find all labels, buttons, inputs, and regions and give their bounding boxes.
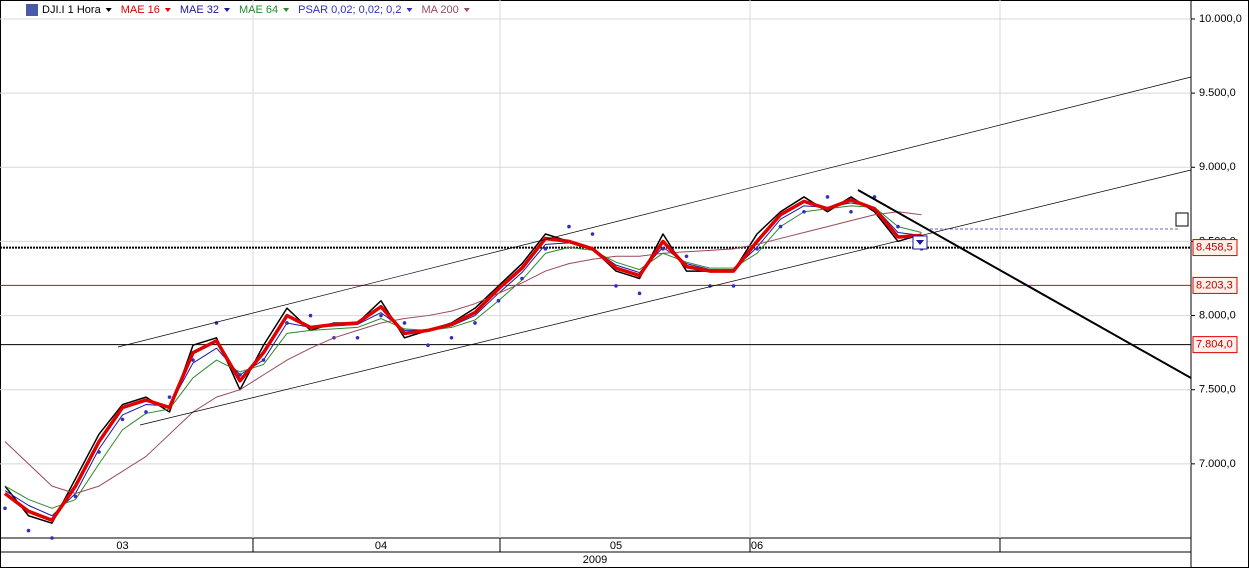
x-tick-label: 04 — [375, 540, 387, 552]
psar-dot — [684, 254, 689, 259]
psar-dot — [144, 410, 148, 414]
psar-dot — [496, 298, 501, 303]
psar-dot — [402, 321, 407, 325]
psar-dot — [473, 321, 477, 325]
psar-dot — [755, 247, 759, 251]
tool-icon[interactable] — [1175, 212, 1189, 227]
legend-item[interactable]: PSAR 0,02; 0,02; 0,2 — [298, 4, 401, 16]
psar-dot — [167, 395, 172, 399]
legend-dropdown[interactable] — [223, 8, 230, 12]
legend: DJI.I 1 Hora MAE 16 MAE 32 MAE 64 PSAR 0,02;… — [42, 4, 470, 16]
marks — [0, 195, 1191, 540]
legend-dropdown[interactable] — [283, 8, 290, 12]
legend-item[interactable]: MAE 32 — [180, 4, 219, 16]
y-tick-label: 7.000,0 — [1199, 458, 1236, 470]
y-tick-label: 10.000,0 — [1199, 13, 1242, 25]
psar-dot — [120, 417, 125, 422]
psar-dot — [308, 313, 313, 318]
legend-item[interactable]: DJI.I 1 Hora — [42, 4, 102, 16]
psar-dot — [50, 536, 54, 540]
psar-dot — [637, 291, 642, 296]
psar-dot — [73, 494, 78, 499]
legend-dropdown[interactable] — [406, 8, 413, 12]
trend-line — [857, 189, 1192, 379]
y-tick-label: 9.500,0 — [1199, 87, 1236, 99]
trend-line — [139, 169, 1192, 426]
psar-dot — [778, 224, 783, 229]
psar-dot — [449, 336, 454, 340]
psar-dot — [261, 358, 266, 362]
level-label: 8.203,3 — [1196, 279, 1233, 291]
y-tick-label: 9.000,0 — [1199, 161, 1236, 173]
psar-dot — [567, 224, 571, 229]
grid — [0, 0, 1191, 538]
legend-item[interactable]: MAE 64 — [239, 4, 278, 16]
psar-dot — [661, 247, 665, 251]
legend-dropdown[interactable] — [164, 8, 171, 12]
legend-item[interactable]: MA 200 — [421, 4, 458, 16]
psar-dot — [849, 209, 853, 214]
psar-dot — [543, 247, 548, 251]
series-line — [3, 198, 922, 522]
psar-dot — [802, 209, 806, 214]
level-box — [1192, 276, 1238, 294]
year-label: 2009 — [583, 554, 607, 566]
psar-dot — [3, 506, 7, 511]
psar-dot — [26, 528, 31, 533]
order-icon-arrow — [916, 240, 924, 245]
legend-item[interactable]: MAE 16 — [121, 4, 160, 16]
legend-dropdown[interactable] — [105, 8, 112, 12]
psar-dot — [590, 232, 595, 236]
psar-dot — [355, 336, 360, 340]
psar-dot — [426, 343, 430, 348]
psar-dot — [825, 195, 830, 199]
trend-line — [117, 76, 1192, 348]
level-box — [1192, 239, 1238, 257]
level-label: 7.804,0 — [1196, 339, 1233, 351]
psar-dot — [285, 321, 289, 325]
y-tick-label: 7.500,0 — [1199, 384, 1236, 396]
psar-dot — [731, 284, 736, 288]
level-label: 8.458,5 — [1196, 241, 1233, 253]
x-tick-label: 03 — [116, 540, 128, 552]
psar-dot — [520, 276, 524, 281]
series-line — [4, 211, 922, 495]
psar-dot — [614, 284, 618, 288]
y-tick-label: 8.000,0 — [1199, 309, 1236, 321]
series-line — [4, 205, 922, 509]
x-tick-label: 06 — [751, 540, 763, 552]
x-tick-label: 05 — [610, 540, 622, 552]
legend-dropdown[interactable] — [463, 8, 470, 12]
psar-dot — [896, 224, 900, 229]
cfd-icon — [26, 4, 38, 16]
psar-dot — [238, 373, 242, 377]
psar-dot — [379, 313, 383, 318]
psar-dot — [97, 450, 101, 454]
level-box — [1192, 336, 1238, 354]
